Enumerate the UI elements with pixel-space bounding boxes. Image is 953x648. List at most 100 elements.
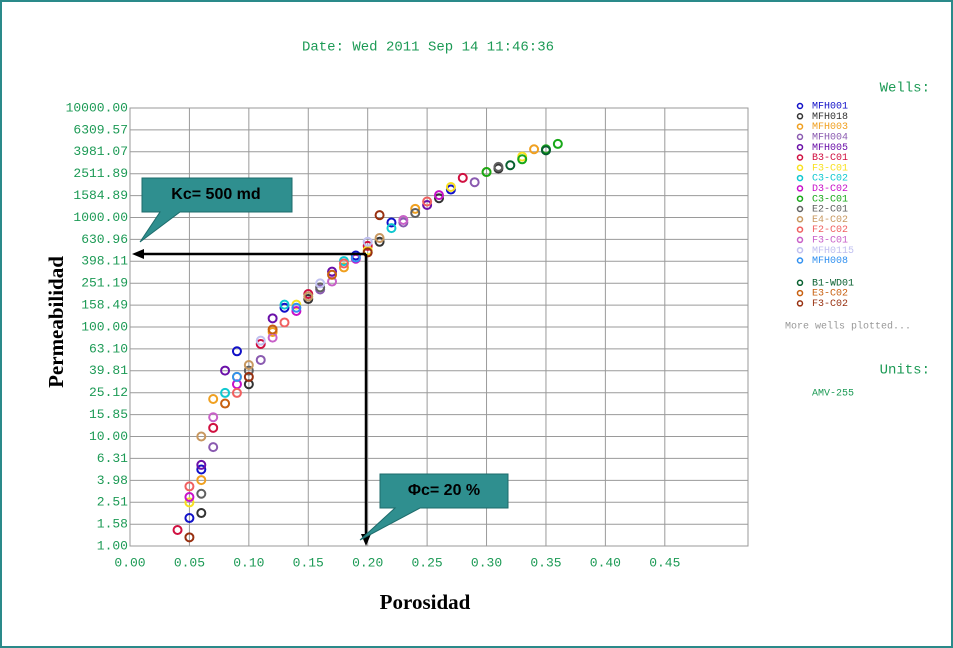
point	[220, 365, 231, 376]
point	[196, 508, 207, 519]
legend-label: B3-C01	[812, 153, 848, 164]
point	[422, 200, 433, 211]
point	[338, 262, 349, 273]
point	[552, 138, 563, 149]
point	[374, 236, 385, 247]
legend-marker	[796, 257, 804, 264]
point	[327, 269, 338, 280]
point	[231, 371, 242, 382]
point	[196, 464, 207, 475]
legend-marker	[796, 216, 804, 223]
point	[196, 488, 207, 499]
y-tick-label: 25.12	[89, 385, 128, 400]
y-tick-label: 630.96	[81, 232, 128, 247]
legend-label: MFH004	[812, 133, 848, 144]
y-tick-label: 3.98	[97, 473, 128, 488]
x-tick-label: 0.10	[233, 555, 264, 570]
arrow-head	[132, 249, 144, 259]
legend-label: B1-WD01	[812, 278, 854, 289]
point	[374, 210, 385, 221]
y-tick-label: 1584.89	[73, 188, 128, 203]
x-tick-label: 0.30	[471, 555, 502, 570]
callout-box	[359, 473, 509, 541]
units-title: Units:	[880, 363, 930, 379]
chart-title: Date: Wed 2011 Sep 14 11:46:36	[302, 40, 554, 56]
legend-marker	[796, 246, 804, 254]
point	[184, 481, 195, 492]
point	[184, 492, 195, 503]
legend-label: C3-C02	[812, 174, 848, 185]
point	[291, 302, 302, 313]
point	[386, 217, 397, 228]
point	[220, 387, 231, 398]
point	[231, 346, 242, 357]
point	[445, 181, 456, 192]
annotation: Φc= 20 %	[408, 482, 480, 499]
y-tick-label: 1.58	[97, 517, 128, 532]
legend-marker	[796, 289, 804, 297]
legend-marker	[796, 236, 804, 244]
x-tick-label: 0.45	[649, 555, 680, 570]
point	[243, 365, 254, 376]
point	[184, 532, 195, 543]
legend-marker	[796, 113, 804, 120]
y-tick-label: 251.19	[81, 276, 128, 291]
point	[196, 459, 207, 470]
legend-marker	[796, 279, 804, 287]
y-tick-label: 2.51	[97, 495, 128, 510]
y-tick-label: 6.31	[97, 451, 128, 466]
point	[327, 266, 338, 277]
point	[255, 354, 266, 365]
point	[267, 324, 278, 335]
legend-marker	[796, 185, 804, 192]
point	[362, 240, 373, 251]
legend-label: MFH003	[812, 122, 848, 133]
legend-note: More wells plotted...	[785, 321, 911, 333]
point	[469, 177, 480, 188]
y-tick-label: 15.85	[89, 407, 128, 422]
point	[255, 338, 266, 349]
legend-label: C3-C01	[812, 194, 848, 205]
legend-label: MFH008	[812, 256, 848, 267]
legend-marker	[796, 133, 804, 141]
y-tick-label: 1.00	[97, 538, 128, 553]
legend-label: MFH0115	[812, 246, 854, 257]
point	[481, 167, 492, 178]
legend-marker	[796, 164, 804, 172]
legend-marker	[796, 123, 804, 130]
callout-box	[139, 177, 293, 243]
point	[184, 497, 195, 508]
point	[410, 203, 421, 214]
point	[410, 207, 421, 218]
point	[208, 412, 219, 423]
point	[517, 154, 528, 165]
point	[493, 161, 504, 172]
annotation: Kc= 500 md	[171, 186, 260, 203]
legend-marker	[796, 154, 804, 161]
y-tick-label: 100.00	[81, 319, 128, 334]
units: AMV-255	[812, 389, 854, 400]
point	[434, 190, 444, 201]
point	[315, 282, 326, 293]
y-tick-label: 39.81	[89, 363, 128, 378]
point	[220, 398, 231, 409]
point	[279, 317, 290, 328]
point	[196, 431, 207, 442]
legend-label: E3-C02	[812, 289, 848, 300]
point	[208, 422, 219, 433]
point	[172, 524, 183, 535]
point	[338, 258, 349, 269]
legend-label: F3-C01	[812, 163, 848, 174]
point	[208, 442, 219, 453]
point	[208, 394, 219, 405]
x-tick-label: 0.35	[530, 555, 561, 570]
point	[291, 299, 302, 310]
callout: Kc= 500 md	[139, 177, 293, 243]
legend-marker	[796, 143, 804, 151]
x-axis-label: Porosidad	[380, 590, 471, 614]
x-tick-label: 0.15	[293, 555, 324, 570]
legend-marker	[796, 102, 804, 110]
point	[279, 299, 290, 310]
legend-title: Wells:	[880, 81, 930, 97]
